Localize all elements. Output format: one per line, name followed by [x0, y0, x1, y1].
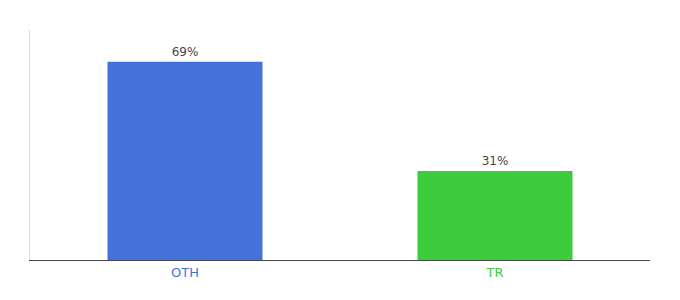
- svg-text:TR: TR: [486, 265, 504, 280]
- svg-text:69%: 69%: [172, 45, 199, 59]
- svg-text:OTH: OTH: [171, 265, 199, 280]
- svg-text:31%: 31%: [482, 154, 509, 168]
